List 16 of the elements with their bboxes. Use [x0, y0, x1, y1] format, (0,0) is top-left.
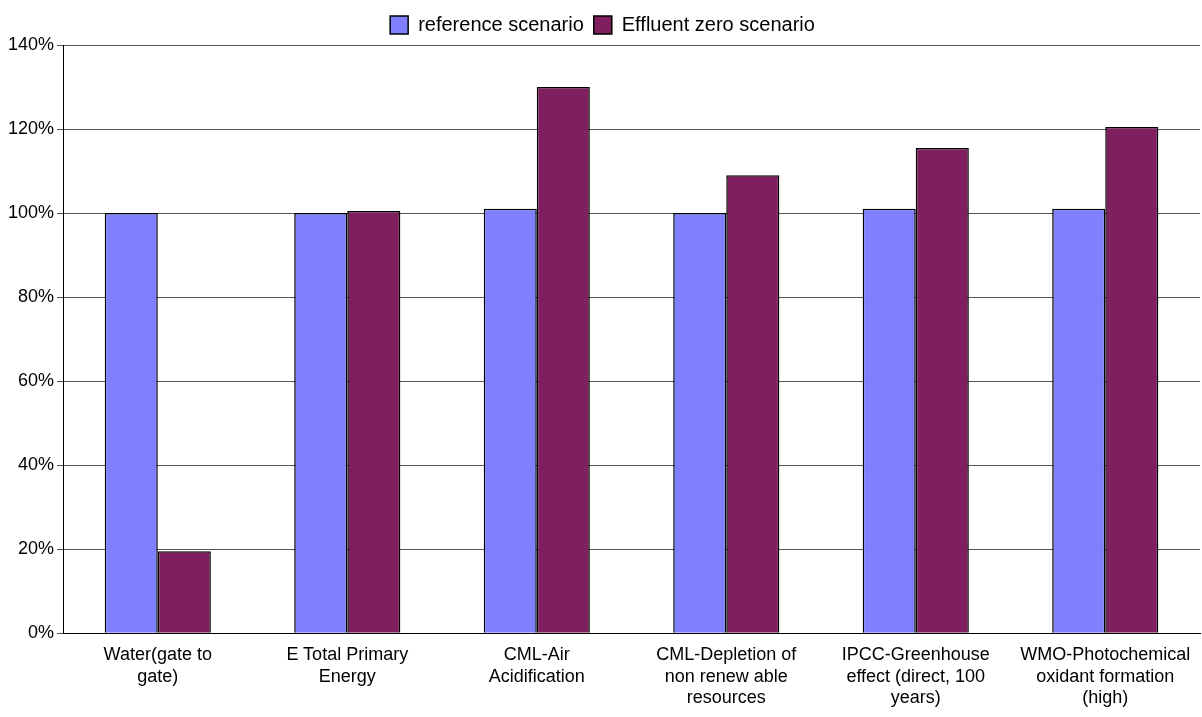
y-tick-label: 120%	[7, 118, 55, 138]
x-tick-label: CML-Air Acidification	[488, 643, 585, 686]
y-tick-label: 60%	[18, 370, 55, 391]
y-tick-label: 40%	[18, 454, 55, 475]
legend-label: reference scenario	[418, 12, 584, 35]
y-tick-label: 20%	[18, 538, 55, 559]
x-tick-label: CML-Depletion of non renew able resources	[656, 643, 798, 708]
x-tick-label: Water(gate to gate)	[103, 643, 212, 686]
y-tick-label: 140%	[7, 33, 55, 54]
y-tick-label: 80%	[18, 286, 55, 307]
x-tick-label: WMO-Photochemical oxidant formation (high)	[1020, 643, 1191, 708]
legend-label: Effluent zero scenario	[621, 12, 815, 35]
x-tick-label: E Total Primary Energy	[286, 643, 409, 686]
y-tick-label: 0%	[28, 622, 55, 643]
y-tick-label: 100%	[7, 202, 55, 223]
x-tick-label: IPCC-Greenhouse effect (direct, 100 years)	[841, 643, 990, 708]
